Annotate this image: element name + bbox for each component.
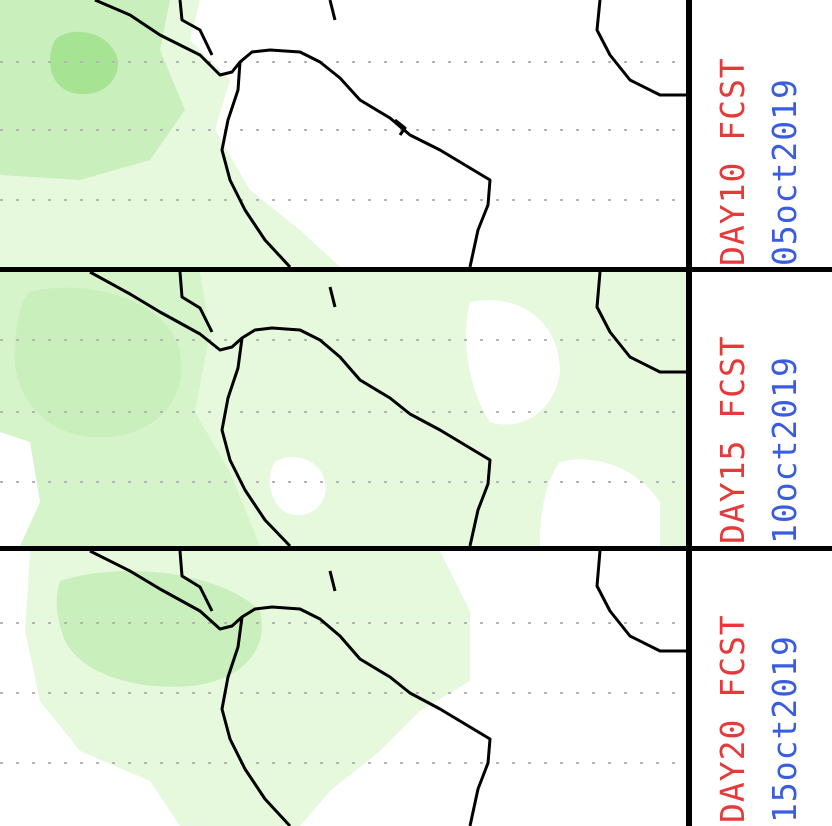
map-canvas xyxy=(0,272,686,546)
latitude-gridlines xyxy=(0,339,686,483)
panel-separator xyxy=(0,546,832,551)
latitude-gridlines xyxy=(0,61,686,201)
forecast-date-label: 05oct2019 xyxy=(765,78,804,266)
forecast-day-label: DAY10 FCST xyxy=(713,57,752,266)
precip-shading xyxy=(0,0,340,267)
panel-label-day15: DAY15 FCST 10oct2019 xyxy=(692,272,832,546)
panel-label-day10: DAY10 FCST 05oct2019 xyxy=(692,0,832,267)
forecast-day-label: DAY20 FCST xyxy=(713,614,752,823)
coastline xyxy=(94,0,686,267)
panel-separator xyxy=(0,267,832,272)
coastline xyxy=(89,272,686,546)
forecast-date-label: 10oct2019 xyxy=(765,356,804,544)
map-panel-day15 xyxy=(0,272,690,546)
map-canvas xyxy=(0,551,686,826)
map-panel-day10 xyxy=(0,0,690,267)
panel-label-day20: DAY20 FCST 15oct2019 xyxy=(692,551,832,826)
precip-shading xyxy=(0,272,686,546)
map-panel-day20 xyxy=(0,551,690,826)
forecast-day-label: DAY15 FCST xyxy=(713,335,752,544)
precip-shading xyxy=(25,551,470,826)
latitude-gridlines xyxy=(0,622,686,764)
map-canvas xyxy=(0,0,686,267)
forecast-date-label: 15oct2019 xyxy=(765,635,804,823)
coastline xyxy=(89,551,686,826)
label-column-border xyxy=(686,0,692,826)
